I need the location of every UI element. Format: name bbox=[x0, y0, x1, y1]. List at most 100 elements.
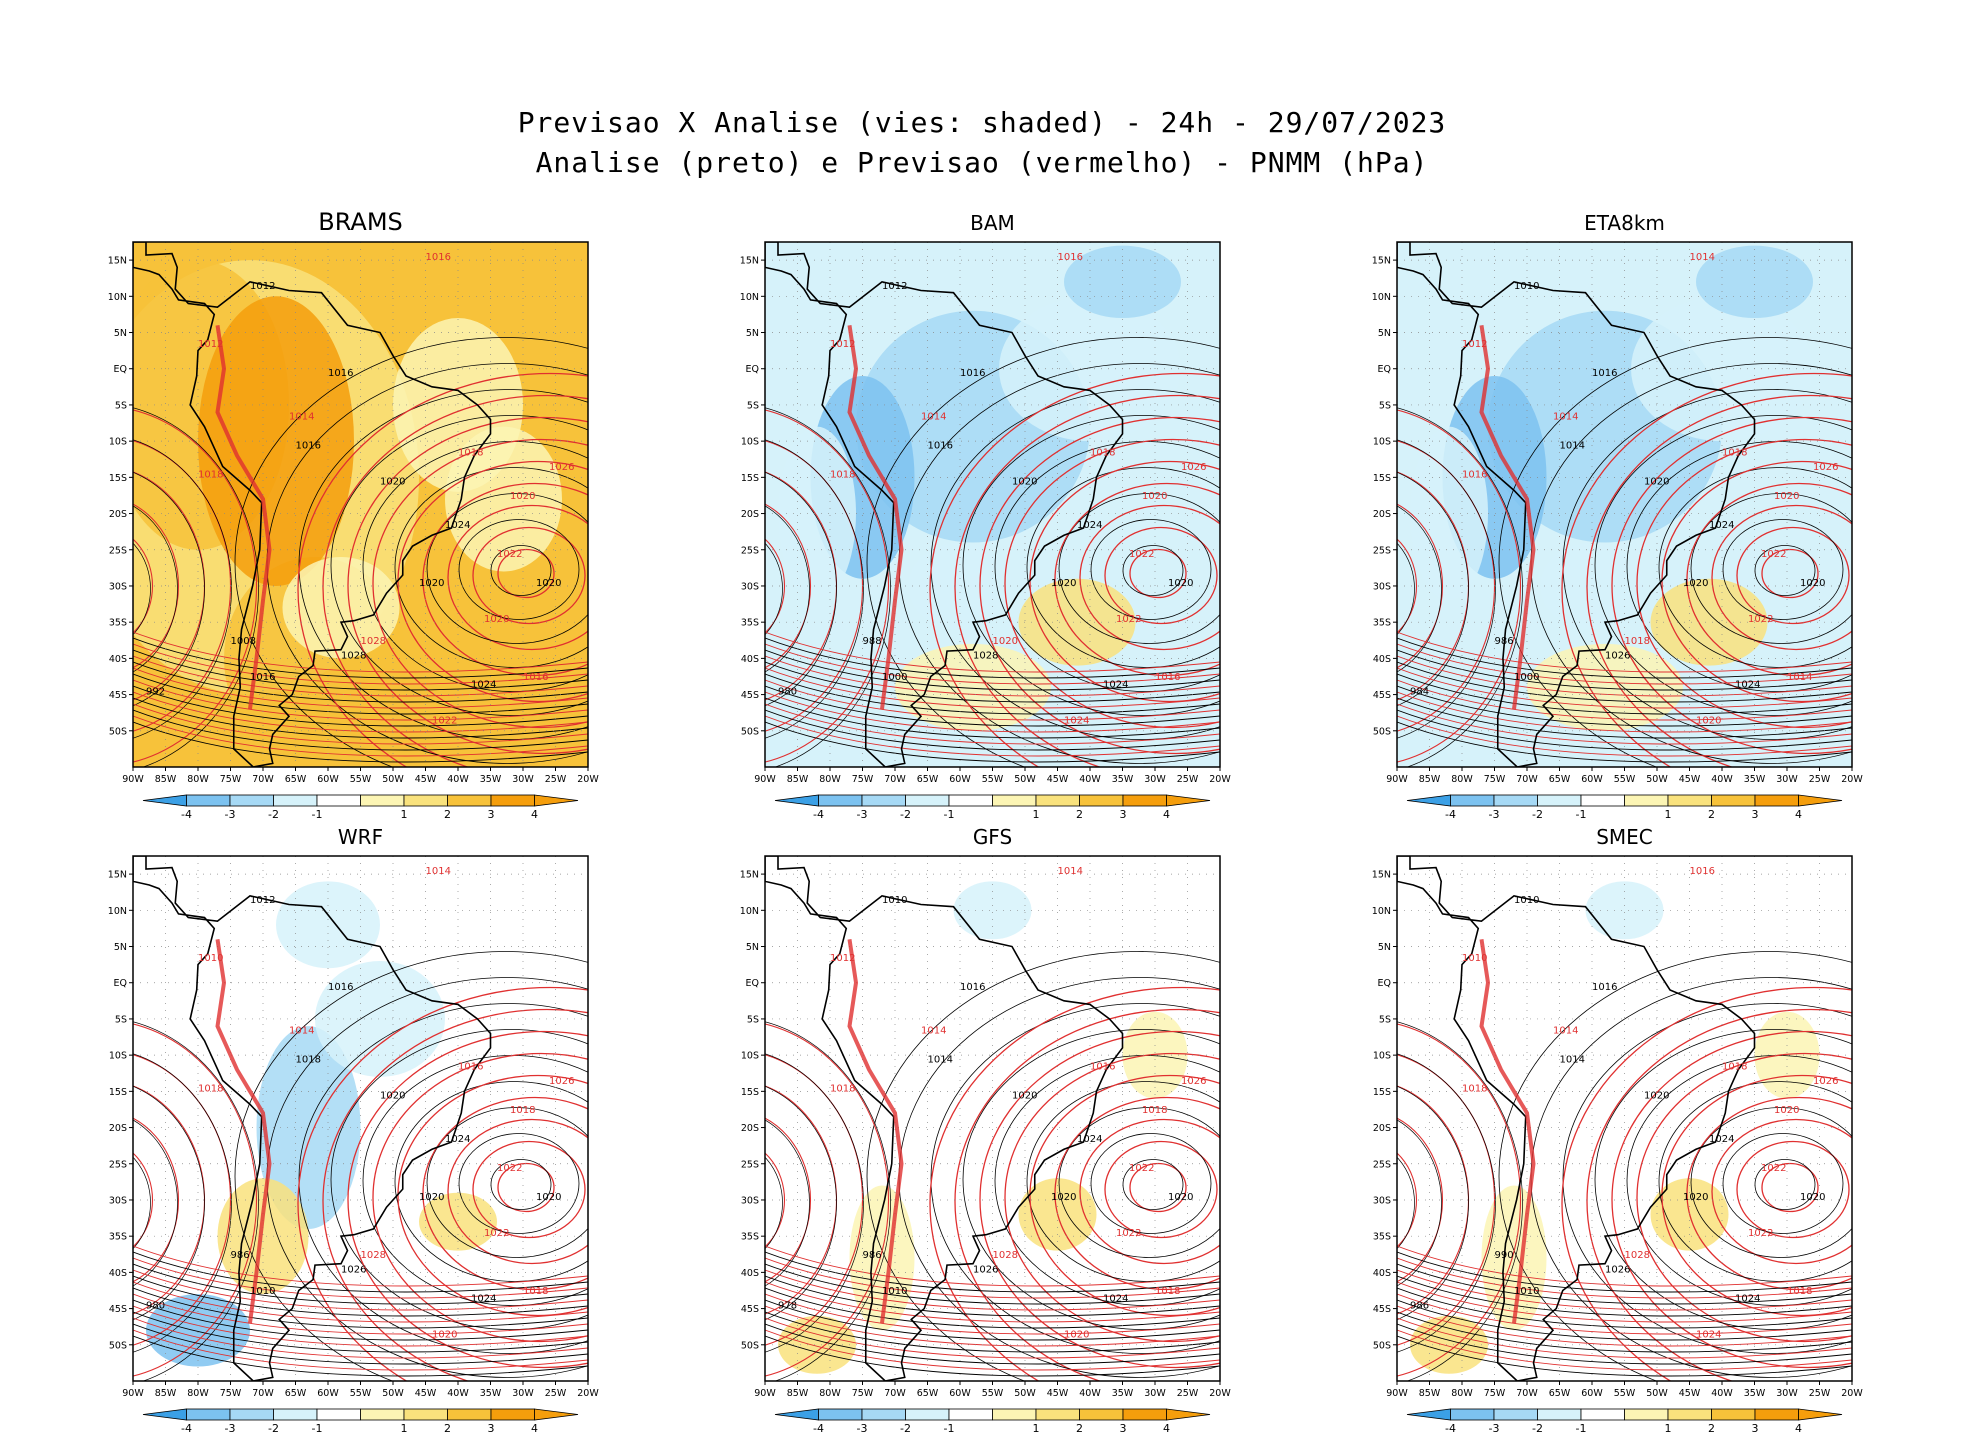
forecast-isobar bbox=[133, 1117, 180, 1283]
lat-tick-label: 35S bbox=[1373, 618, 1391, 629]
lon-tick-label: 75W bbox=[852, 1388, 874, 1399]
colorbar-high-arrow bbox=[534, 1408, 579, 1421]
forecast-isobar bbox=[765, 679, 1220, 721]
analysis-isobar bbox=[1690, 493, 1852, 644]
lon-tick-label: 70W bbox=[252, 1388, 274, 1399]
analysis-contour-label: 1000 bbox=[1514, 672, 1539, 683]
colorbar-label: -4 bbox=[813, 808, 824, 821]
analysis-contour-label: 986 bbox=[1495, 636, 1514, 647]
forecast-isobar bbox=[1686, 482, 1852, 677]
colorbar-segment bbox=[447, 794, 492, 807]
analysis-isobar bbox=[930, 1003, 1220, 1354]
analysis-isobar bbox=[1397, 407, 1523, 767]
analysis-contour-label: 990 bbox=[1495, 1250, 1514, 1261]
colorbar-low-arrow bbox=[1406, 1408, 1451, 1421]
lat-tick-label: 25S bbox=[109, 545, 127, 556]
lon-tick-label: 55W bbox=[350, 774, 372, 785]
panel-gfs: 1010 1016 1020 1024 1014 1020 1026 1024 1020 1010… bbox=[740, 825, 1232, 1435]
forecast-isobar bbox=[1397, 655, 1852, 697]
analysis-isobar bbox=[765, 439, 864, 739]
analysis-isobar bbox=[1690, 1107, 1852, 1258]
forecast-contour-label: 1016 bbox=[1058, 252, 1083, 263]
analysis-isobar bbox=[1397, 1275, 1852, 1317]
colorbar-label: -3 bbox=[1489, 1422, 1500, 1435]
lat-tick-label: 15N bbox=[1372, 870, 1391, 881]
colorbar-segment bbox=[1580, 1408, 1625, 1421]
analysis-isobar bbox=[765, 709, 1220, 751]
lon-tick-label: 30W bbox=[1776, 774, 1798, 785]
lat-tick-label: 5S bbox=[747, 400, 759, 411]
analysis-isobar bbox=[1026, 1081, 1220, 1282]
colorbar-segment bbox=[948, 1408, 993, 1421]
analysis-contour-label: 1020 bbox=[1168, 1192, 1193, 1203]
lon-tick-label: 55W bbox=[1614, 774, 1636, 785]
forecast-isobar bbox=[1586, 394, 1852, 767]
analysis-isobar bbox=[1397, 697, 1852, 739]
forecast-isobar bbox=[133, 1023, 258, 1377]
forecast-contour-label: 1022 bbox=[1761, 1163, 1786, 1174]
colorbar-segment bbox=[229, 794, 274, 807]
analysis-isobar bbox=[1397, 1053, 1496, 1353]
lon-tick-label: 30W bbox=[512, 1388, 534, 1399]
forecast-isobar bbox=[1079, 1118, 1220, 1265]
forecast-contour-label: 1024 bbox=[1064, 716, 1089, 727]
analysis-contour-label: 1020 bbox=[1012, 1091, 1037, 1102]
forecast-isobar bbox=[1561, 372, 1852, 767]
lat-tick-label: 15N bbox=[108, 256, 127, 267]
forecast-isobar bbox=[133, 1257, 588, 1299]
andes-isobar-cluster bbox=[215, 324, 272, 710]
figure-title-line1: Previsao X Analise (vies: shaded) - 24h … bbox=[517, 106, 1447, 139]
colorbar-segment bbox=[1667, 794, 1712, 807]
andes-isobar-cluster bbox=[1479, 324, 1536, 710]
analysis-isobar bbox=[1397, 1021, 1523, 1381]
forecast-isobar bbox=[372, 1052, 588, 1343]
lat-tick-label: 5N bbox=[114, 942, 127, 953]
colorbar-segment bbox=[273, 794, 318, 807]
colorbar-label: 1 bbox=[401, 1422, 408, 1435]
forecast-contour-label: 1020 bbox=[510, 491, 535, 502]
lat-tick-label: 10S bbox=[109, 1051, 127, 1062]
forecast-isobar bbox=[1004, 438, 1220, 729]
analysis-isobar bbox=[1397, 1119, 1442, 1287]
analysis-contour-label: 980 bbox=[778, 687, 797, 698]
colorbar-label: 2 bbox=[444, 1422, 451, 1435]
analysis-isobar bbox=[133, 439, 232, 739]
lat-tick-label: 40S bbox=[109, 654, 127, 665]
lat-tick-label: 5N bbox=[746, 942, 759, 953]
colorbar-segment bbox=[818, 1408, 863, 1421]
colorbar: -4 -3 -2 -1 1 2 3 4 bbox=[774, 794, 1211, 821]
analysis-isobar bbox=[133, 721, 588, 763]
lat-tick-label: EQ bbox=[1378, 364, 1391, 375]
forecast-isobar bbox=[765, 691, 1220, 733]
south-america-coastline bbox=[765, 856, 1124, 1381]
forecast-isobar bbox=[133, 503, 180, 669]
lon-tick-label: 25W bbox=[1177, 1388, 1199, 1399]
forecast-isobar bbox=[422, 1096, 588, 1291]
analysis-isobar bbox=[1397, 709, 1852, 751]
forecast-isobar bbox=[133, 1329, 588, 1371]
analysis-isobar bbox=[765, 1156, 783, 1250]
analysis-contour-label: 1010 bbox=[1514, 1286, 1539, 1297]
colorbar-segment bbox=[1035, 794, 1080, 807]
analysis-isobar bbox=[765, 1263, 1220, 1305]
analysis-isobar bbox=[133, 637, 588, 679]
lon-tick-label: 55W bbox=[1614, 1388, 1636, 1399]
lon-tick-label: 65W bbox=[1549, 774, 1571, 785]
forecast-isobar bbox=[1397, 1023, 1522, 1377]
lat-tick-label: 10N bbox=[1372, 906, 1391, 917]
forecast-isobar bbox=[1611, 416, 1852, 755]
lon-tick-label: 65W bbox=[285, 1388, 307, 1399]
colorbar-label: 4 bbox=[1795, 1422, 1802, 1435]
lat-tick-label: 35S bbox=[1373, 1232, 1391, 1243]
forecast-isobar bbox=[133, 1317, 588, 1359]
forecast-isobar bbox=[133, 655, 588, 697]
analysis-isobar bbox=[133, 1021, 259, 1381]
lon-tick-label: 70W bbox=[1516, 774, 1538, 785]
forecast-contour-label: 1010 bbox=[198, 953, 223, 964]
analysis-isobar bbox=[765, 697, 1220, 739]
forecast-contour-label: 1016 bbox=[1090, 1062, 1115, 1073]
lat-tick-label: 15N bbox=[1372, 256, 1391, 267]
colorbar-label: 3 bbox=[488, 808, 495, 821]
lon-tick-label: 75W bbox=[852, 774, 874, 785]
forecast-isobar bbox=[133, 679, 588, 721]
